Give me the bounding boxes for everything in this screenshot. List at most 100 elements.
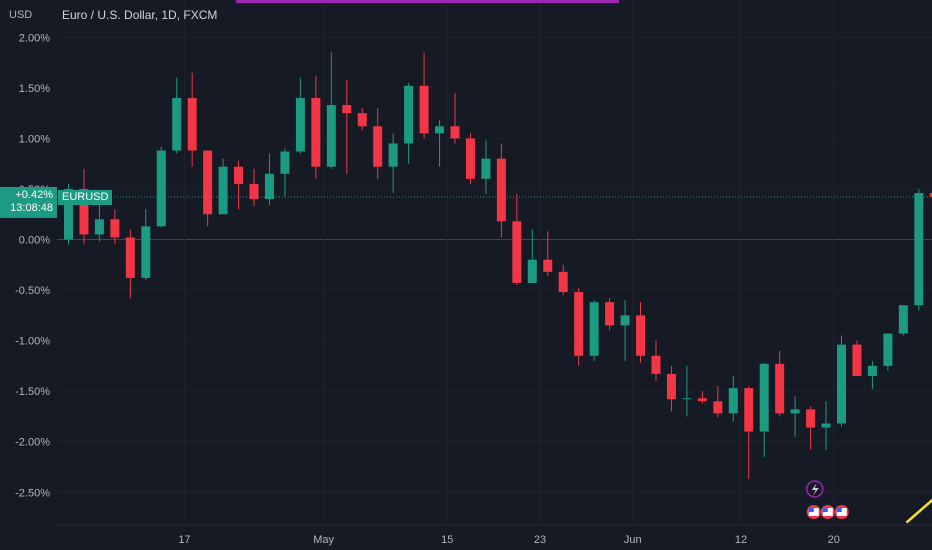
candle-down (234, 160, 244, 210)
candle-body (867, 365, 877, 376)
candle-body (929, 192, 932, 198)
change-percent: +0.42% (15, 189, 53, 201)
candle-body (172, 97, 182, 151)
candle-down (373, 108, 383, 179)
candles (64, 52, 932, 480)
candle-up (620, 300, 630, 361)
candle-body (249, 183, 259, 200)
candle-up (790, 396, 800, 437)
candle-down (666, 365, 676, 412)
grid (57, 0, 932, 526)
y-tick-label: 1.50% (19, 83, 50, 95)
candle-down (203, 150, 213, 227)
candle-down (125, 229, 135, 299)
x-tick-label: 17 (178, 534, 190, 546)
candle-body (512, 221, 522, 283)
candle-down (249, 168, 259, 207)
candle-body (775, 363, 785, 414)
candle-body (125, 237, 135, 278)
candle-body (94, 219, 104, 235)
x-axis-labels: 17May1523Jun1220Jul (178, 534, 840, 546)
y-tick-label: 1.00% (19, 133, 50, 145)
candle-up (435, 120, 445, 167)
candle-body (558, 271, 568, 293)
candle-up (94, 204, 104, 242)
candle-up (295, 77, 305, 154)
candle-up (156, 146, 166, 228)
candle-body (620, 315, 630, 326)
candle-body (574, 292, 584, 356)
bar-countdown: 13:08:48 (10, 202, 53, 214)
us-flag-icon (834, 505, 849, 519)
candle-down (636, 302, 646, 363)
candle-down (713, 386, 723, 418)
candle-down (929, 192, 932, 198)
x-tick-label: Jun (624, 534, 642, 546)
lightning-event-icon (806, 480, 824, 498)
candle-body (218, 166, 228, 215)
candle-up (326, 52, 336, 169)
candle-up (527, 229, 537, 283)
candle-body (589, 302, 599, 356)
candle-body (404, 85, 414, 144)
currency-unit-label: USD (9, 9, 33, 21)
candle-body (527, 259, 537, 283)
candle-up (682, 365, 692, 417)
x-tick-label: 23 (534, 534, 546, 546)
y-tick-label: 0.00% (19, 235, 50, 247)
candle-body (234, 166, 244, 184)
candle-down (79, 168, 89, 245)
candle-body (388, 143, 398, 167)
candle-body (203, 150, 213, 215)
candle-body (264, 173, 274, 200)
candle-down (852, 340, 862, 376)
candle-up (172, 77, 182, 154)
x-tick-label: 20 (828, 534, 840, 546)
candle-body (883, 333, 893, 366)
candle-up (883, 333, 893, 371)
candle-body (373, 126, 383, 167)
y-tick-label: -1.00% (15, 336, 50, 348)
candle-up (759, 362, 769, 457)
candle-down (311, 75, 321, 179)
candle-body (636, 315, 646, 356)
trend-line (905, 498, 932, 524)
candle-body (496, 158, 506, 222)
candle-body (914, 192, 924, 306)
flag-canton (822, 508, 828, 512)
candle-down (775, 350, 785, 417)
candle-body (64, 188, 73, 240)
candle-body (728, 388, 738, 414)
candle-body (141, 226, 151, 278)
candle-down (697, 391, 707, 404)
candle-body (852, 344, 862, 376)
candle-down (450, 92, 460, 144)
chart-title: Euro / U.S. Dollar, 1D, FXCM (62, 8, 218, 22)
flag-canton (808, 508, 814, 512)
candle-down (744, 386, 754, 480)
candle-up (481, 140, 491, 195)
candle-up (280, 148, 290, 197)
candle-body (713, 401, 723, 414)
x-tick-label: 12 (735, 534, 747, 546)
top-drawing-bar (236, 0, 619, 3)
candle-body (326, 105, 336, 167)
x-tick-label: 15 (441, 534, 453, 546)
candle-up (837, 335, 846, 427)
candle-up (728, 375, 738, 422)
us-flag-icon (820, 505, 835, 519)
candle-up (898, 305, 908, 336)
candle-up (141, 209, 151, 280)
y-tick-label: -2.50% (15, 487, 50, 499)
candle-body (821, 423, 831, 428)
candle-body (465, 138, 475, 179)
candle-down (574, 288, 584, 366)
candle-body (357, 113, 367, 127)
candle-body (481, 158, 491, 179)
candle-down (806, 406, 816, 450)
candle-up (218, 158, 228, 215)
candle-body (744, 388, 754, 432)
symbol-tag[interactable]: EURUSD (58, 190, 113, 205)
candle-body (156, 150, 166, 227)
